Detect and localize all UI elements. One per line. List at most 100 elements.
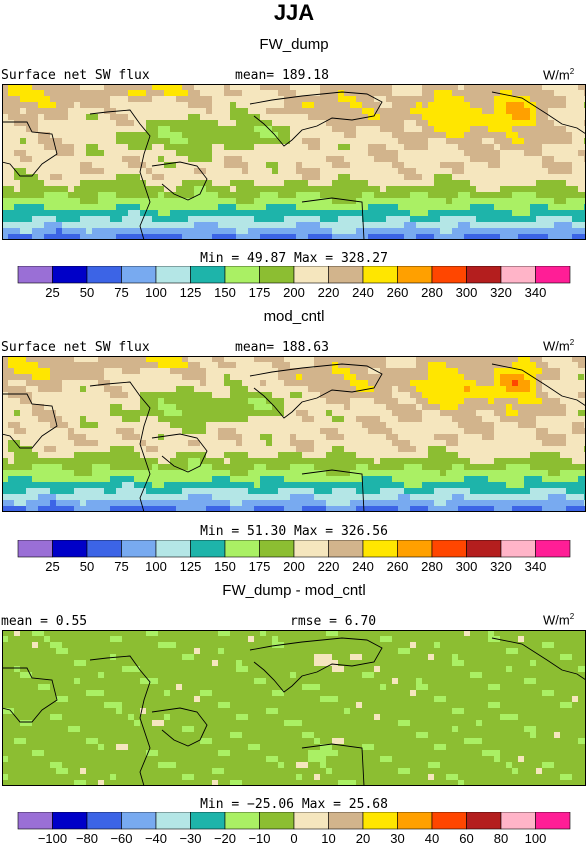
panel-2-colorbar: 25 50 75 100 125 150 175 200 220 240 260 280 300 320 3… <box>17 540 571 574</box>
coastline <box>2 393 58 449</box>
colorbar-swatch <box>155 812 191 830</box>
colorbar-tick-label: 150 <box>214 559 236 574</box>
colorbar-swatch <box>362 266 398 284</box>
panel-2-units: W/m2 <box>543 338 575 354</box>
colorbar-tick-label: 0 <box>290 831 297 846</box>
colorbar-swatch <box>121 812 157 830</box>
colorbar-tick-label: −100 <box>38 831 67 846</box>
panel-3-mean-label: mean = 0.55 <box>1 614 88 629</box>
colorbar-tick-label: 220 <box>318 285 340 300</box>
panel-3-colorbar: −100 −80 −60 −40 −30 −20 −10 0 10 20 30 40 60 80 100 <box>17 812 571 846</box>
colorbar-tick-label: 100 <box>145 285 167 300</box>
colorbar-swatch <box>431 540 467 558</box>
colorbar-tick-label: 60 <box>459 831 473 846</box>
colorbar-swatch <box>466 540 502 558</box>
colorbar-swatch <box>431 266 467 284</box>
colorbar-tick-label: 75 <box>114 559 128 574</box>
colorbar-swatch <box>328 266 364 284</box>
panel-2-title: mod_cntl <box>263 308 325 325</box>
colorbar-swatch <box>397 812 433 830</box>
colorbar-swatch <box>500 266 536 284</box>
colorbar-tick-label: 175 <box>249 285 271 300</box>
colorbar-swatch <box>52 266 88 284</box>
panel-1-colorbar: 25 50 75 100 125 150 175 200 220 240 260 280 300 320 3… <box>17 266 571 300</box>
coastline <box>301 197 365 240</box>
coastline <box>491 363 586 407</box>
panel-2-map <box>2 356 586 512</box>
coastline <box>151 707 208 747</box>
panel-1-map <box>2 84 586 240</box>
colorbar-tick-label: 75 <box>114 285 128 300</box>
colorbar-tick-label: 10 <box>321 831 335 846</box>
panel-2-mean-label: mean= 188.63 <box>235 340 329 355</box>
colorbar-swatch <box>362 540 398 558</box>
colorbar-tick-label: 40 <box>425 831 439 846</box>
colorbar-tick-label: 50 <box>80 559 94 574</box>
colorbar-tick-label: 220 <box>318 559 340 574</box>
colorbar-swatch <box>397 540 433 558</box>
colorbar-swatch <box>155 540 191 558</box>
colorbar-swatch <box>466 812 502 830</box>
coastline <box>89 655 151 786</box>
colorbar-swatch <box>224 812 260 830</box>
colorbar-tick-label: 25 <box>45 559 59 574</box>
panel-1-units: W/m2 <box>543 67 575 83</box>
colorbar-tick-label: 340 <box>525 559 547 574</box>
colorbar-tick-label: 175 <box>249 559 271 574</box>
colorbar-swatch <box>17 812 53 830</box>
coastline <box>89 381 151 512</box>
colorbar-tick-label: 280 <box>421 559 443 574</box>
colorbar-swatch <box>190 540 226 558</box>
panel-2-minmax: Min = 51.30 Max = 326.56 <box>200 524 388 539</box>
colorbar-tick-label: −20 <box>214 831 236 846</box>
panel-1-minmax: Min = 49.87 Max = 328.27 <box>200 251 388 266</box>
colorbar-tick-label: −60 <box>110 831 132 846</box>
colorbar-tick-label: 150 <box>214 285 236 300</box>
colorbar-tick-label: 340 <box>525 285 547 300</box>
coastline <box>151 161 208 201</box>
colorbar-swatch <box>535 266 571 284</box>
colorbar-swatch <box>362 812 398 830</box>
colorbar-swatch <box>293 812 329 830</box>
panel-3-minmax: Min = −25.06 Max = 25.68 <box>200 797 388 812</box>
colorbar-swatch <box>86 540 122 558</box>
colorbar-tick-label: 125 <box>180 559 202 574</box>
colorbar-tick-label: 240 <box>352 559 374 574</box>
colorbar-swatch <box>397 266 433 284</box>
colorbar-tick-label: 80 <box>494 831 508 846</box>
colorbar-tick-label: 100 <box>145 559 167 574</box>
colorbar-tick-label: 320 <box>490 285 512 300</box>
colorbar-swatch <box>259 540 295 558</box>
colorbar-tick-label: 25 <box>45 285 59 300</box>
colorbar-swatch <box>17 540 53 558</box>
colorbar-swatch <box>190 812 226 830</box>
coastline <box>491 91 586 135</box>
colorbar-tick-label: 300 <box>456 559 478 574</box>
colorbar-swatch <box>155 266 191 284</box>
colorbar-swatch <box>535 812 571 830</box>
colorbar-swatch <box>86 812 122 830</box>
colorbar-tick-label: 300 <box>456 285 478 300</box>
coastline <box>2 667 58 723</box>
colorbar-swatch <box>431 812 467 830</box>
colorbar-tick-label: 200 <box>283 559 305 574</box>
coastline <box>301 743 365 786</box>
colorbar-swatch <box>121 540 157 558</box>
figure-title: JJA <box>273 0 315 25</box>
colorbar-tick-label: 260 <box>387 285 409 300</box>
panel-2-variable-label: Surface net SW flux <box>1 340 150 355</box>
coastline <box>89 109 151 240</box>
coastline <box>249 91 383 147</box>
colorbar-swatch <box>259 266 295 284</box>
coastline <box>249 363 383 419</box>
colorbar-tick-label: −10 <box>248 831 270 846</box>
colorbar-swatch <box>224 540 260 558</box>
panel-1-variable-label: Surface net SW flux <box>1 68 150 83</box>
colorbar-tick-label: 280 <box>421 285 443 300</box>
colorbar-swatch <box>535 540 571 558</box>
colorbar-swatch <box>121 266 157 284</box>
panel-1-mean-label: mean= 189.18 <box>235 68 329 83</box>
colorbar-tick-label: −30 <box>179 831 201 846</box>
colorbar-tick-label: 30 <box>390 831 404 846</box>
colorbar-tick-label: 50 <box>80 285 94 300</box>
